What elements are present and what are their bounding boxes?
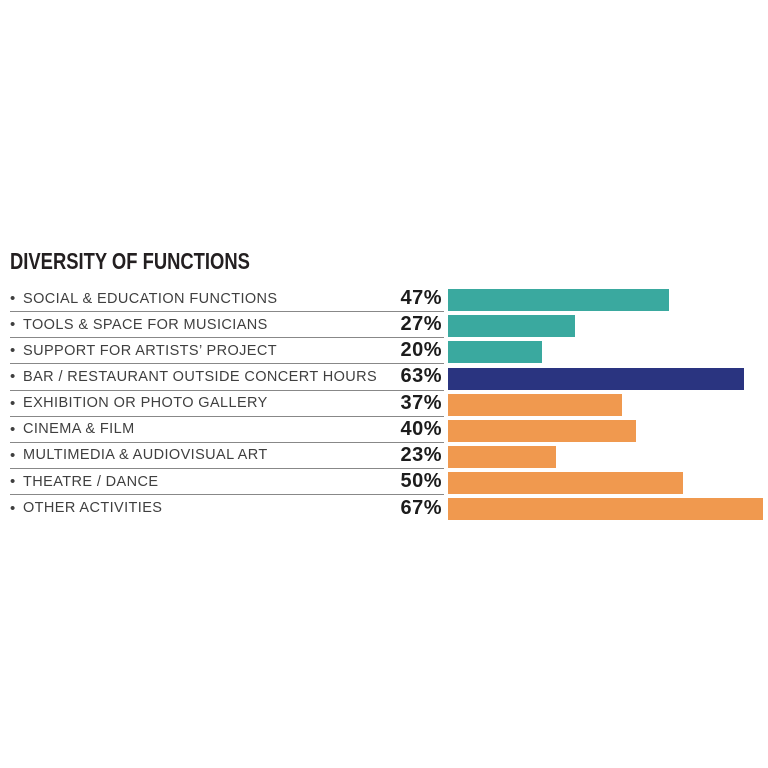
value-label: 20% <box>400 339 442 362</box>
bar <box>448 472 683 495</box>
row-label-area: • SOCIAL & EDUCATION FUNCTIONS 47% <box>10 286 444 313</box>
bullet-icon: • <box>10 342 16 359</box>
bar-chart: • SOCIAL & EDUCATION FUNCTIONS 47% • TOO… <box>0 286 768 521</box>
category-label-wrap: • EXHIBITION OR PHOTO GALLERY <box>10 395 268 411</box>
chart-row: • THEATRE / DANCE 50% <box>0 469 768 496</box>
bar-track <box>448 391 768 417</box>
category-label-wrap: • MULTIMEDIA & AUDIOVISUAL ART <box>10 447 268 463</box>
bar <box>448 341 542 364</box>
category-label: CINEMA & FILM <box>23 421 135 438</box>
category-label-wrap: • SOCIAL & EDUCATION FUNCTIONS <box>10 291 278 307</box>
bullet-icon: • <box>10 316 16 333</box>
row-label-area: • BAR / RESTAURANT OUTSIDE CONCERT HOURS… <box>10 364 444 391</box>
bar-track <box>448 364 768 390</box>
value-label: 27% <box>400 313 442 336</box>
row-label-area: • CINEMA & FILM 40% <box>10 417 444 443</box>
chart-row: • TOOLS & SPACE FOR MUSICIANS 27% <box>0 312 768 339</box>
row-label-area: • EXHIBITION OR PHOTO GALLERY 37% <box>10 391 444 417</box>
category-label: TOOLS & SPACE FOR MUSICIANS <box>23 316 268 333</box>
bullet-icon: • <box>10 500 16 517</box>
bar <box>448 419 636 442</box>
chart-row: • OTHER ACTIVITIES 67% <box>0 495 768 521</box>
category-label-wrap: • BAR / RESTAURANT OUTSIDE CONCERT HOURS <box>10 369 377 385</box>
bar-track <box>448 495 768 521</box>
chart-row: • CINEMA & FILM 40% <box>0 417 768 443</box>
row-label-area: • SUPPORT FOR ARTISTS’ PROJECT 20% <box>10 338 444 365</box>
category-label: THEATRE / DANCE <box>23 473 159 490</box>
bullet-icon: • <box>10 447 16 464</box>
bar <box>448 393 622 416</box>
bar-track <box>448 417 768 443</box>
bar-track <box>448 469 768 495</box>
bullet-icon: • <box>10 473 16 490</box>
chart-title: DIVERSITY OF FUNCTIONS <box>10 248 250 274</box>
bullet-icon: • <box>10 290 16 307</box>
category-label: OTHER ACTIVITIES <box>23 500 163 517</box>
category-label-wrap: • CINEMA & FILM <box>10 421 135 437</box>
category-label: SUPPORT FOR ARTISTS’ PROJECT <box>23 342 277 359</box>
row-label-area: • THEATRE / DANCE 50% <box>10 469 444 496</box>
row-label-area: • OTHER ACTIVITIES 67% <box>10 495 444 521</box>
bar-track <box>448 338 768 364</box>
category-label-wrap: • TOOLS & SPACE FOR MUSICIANS <box>10 317 268 333</box>
bullet-icon: • <box>10 368 16 385</box>
chart-row: • SOCIAL & EDUCATION FUNCTIONS 47% <box>0 286 768 313</box>
value-label: 63% <box>400 365 442 388</box>
bar-track <box>448 286 768 312</box>
value-label: 23% <box>400 443 442 466</box>
category-label: EXHIBITION OR PHOTO GALLERY <box>23 395 268 412</box>
bar-track <box>448 312 768 338</box>
value-label: 50% <box>400 470 442 493</box>
bar <box>448 498 763 521</box>
category-label-wrap: • THEATRE / DANCE <box>10 474 158 490</box>
value-label: 47% <box>400 287 442 310</box>
value-label: 37% <box>400 391 442 414</box>
row-label-area: • TOOLS & SPACE FOR MUSICIANS 27% <box>10 312 444 339</box>
bar <box>448 315 575 338</box>
value-label: 67% <box>400 496 442 519</box>
chart-row: • MULTIMEDIA & AUDIOVISUAL ART 23% <box>0 443 768 469</box>
bar <box>448 367 745 390</box>
chart-row: • EXHIBITION OR PHOTO GALLERY 37% <box>0 391 768 417</box>
category-label-wrap: • OTHER ACTIVITIES <box>10 500 162 516</box>
bar <box>448 289 669 312</box>
bullet-icon: • <box>10 421 16 438</box>
category-label-wrap: • SUPPORT FOR ARTISTS’ PROJECT <box>10 343 277 359</box>
chart-row: • BAR / RESTAURANT OUTSIDE CONCERT HOURS… <box>0 364 768 391</box>
bar <box>448 446 557 469</box>
bullet-icon: • <box>10 395 16 412</box>
category-label: BAR / RESTAURANT OUTSIDE CONCERT HOURS <box>23 368 378 385</box>
chart-row: • SUPPORT FOR ARTISTS’ PROJECT 20% <box>0 338 768 365</box>
category-label: MULTIMEDIA & AUDIOVISUAL ART <box>23 447 268 464</box>
value-label: 40% <box>400 417 442 440</box>
row-label-area: • MULTIMEDIA & AUDIOVISUAL ART 23% <box>10 443 444 469</box>
bar-track <box>448 443 768 469</box>
category-label: SOCIAL & EDUCATION FUNCTIONS <box>23 290 278 307</box>
